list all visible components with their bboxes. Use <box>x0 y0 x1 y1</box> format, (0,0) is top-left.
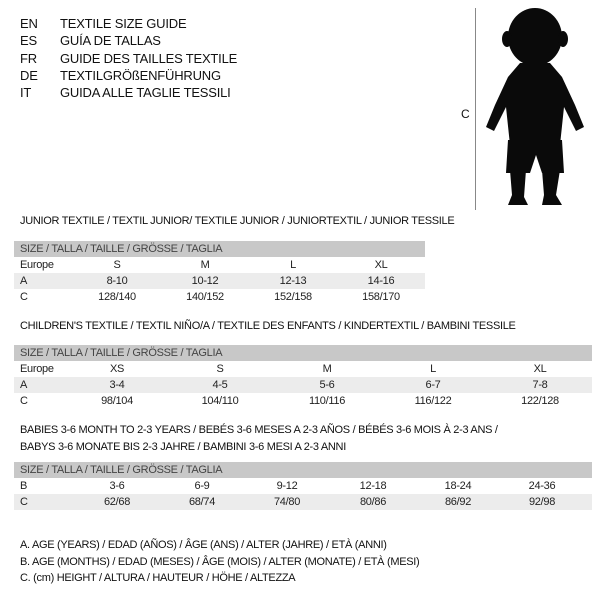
table-cell: 110/116 <box>308 395 346 407</box>
table-cell: 24-36 <box>528 480 556 492</box>
table-cell: XL <box>374 259 388 271</box>
table-row: Europe XS S M L XL <box>14 361 592 377</box>
row-label: Europe <box>20 363 54 375</box>
junior-title: JUNIOR TEXTILE / TEXTIL JUNIOR/ TEXTILE … <box>20 215 455 227</box>
table-cell: S <box>216 363 224 375</box>
babies-size-table: SIZE / TALLA / TAILLE / GRÖSSE / TAGLIA … <box>14 462 592 510</box>
table-cell: 9-12 <box>276 480 298 492</box>
table-cell: 10-12 <box>191 275 219 287</box>
table-cell: 74/80 <box>273 496 301 508</box>
table-cell: 62/68 <box>103 496 131 508</box>
junior-size-table: SIZE / TALLA / TAILLE / GRÖSSE / TAGLIA … <box>14 241 425 305</box>
babies-title-line1: BABIES 3-6 MONTH TO 2-3 YEARS / BEBÉS 3-… <box>20 424 498 436</box>
table-row: C 62/68 68/74 74/80 80/86 86/92 92/98 <box>14 494 592 510</box>
table-cell: 80/86 <box>359 496 387 508</box>
table-cell: 3-6 <box>109 480 125 492</box>
table-cell: 7-8 <box>532 379 548 391</box>
children-title: CHILDREN'S TEXTILE / TEXTIL NIÑO/A / TEX… <box>20 320 516 332</box>
table-cell: 8-10 <box>106 275 128 287</box>
table-cell: M <box>322 363 332 375</box>
row-label: C <box>20 395 28 407</box>
size-header: SIZE / TALLA / TAILLE / GRÖSSE / TAGLIA <box>14 345 592 361</box>
table-cell: 3-4 <box>109 379 125 391</box>
table-cell: 12-13 <box>279 275 307 287</box>
table-row: C 98/104 104/110 110/116 116/122 122/128 <box>14 393 592 409</box>
table-cell: 92/98 <box>528 496 556 508</box>
row-label: Europe <box>20 259 54 271</box>
row-label: A <box>20 379 28 391</box>
table-row: Europe S M L XL <box>14 257 425 273</box>
table-row: A 3-4 4-5 5-6 6-7 7-8 <box>14 377 592 393</box>
legend-age-years: A. AGE (YEARS) / EDAD (AÑOS) / ÂGE (ANS)… <box>20 539 387 551</box>
language-code: DE <box>20 67 38 83</box>
table-cell: 152/158 <box>274 291 312 303</box>
table-row: B 3-6 6-9 9-12 12-18 18-24 24-36 <box>14 478 592 494</box>
table-cell: L <box>430 363 436 375</box>
size-header: SIZE / TALLA / TAILLE / GRÖSSE / TAGLIA <box>14 241 425 257</box>
legend-height: C. (cm) HEIGHT / ALTURA / HAUTEUR / HÖHE… <box>20 572 296 584</box>
table-cell: M <box>200 259 210 271</box>
table-cell: 104/110 <box>201 395 239 407</box>
language-title: TEXTILE SIZE GUIDE <box>60 16 187 31</box>
language-code: IT <box>20 85 32 101</box>
table-row: C 128/140 140/152 152/158 158/170 <box>14 289 425 305</box>
table-cell: L <box>290 259 296 271</box>
language-title: TEXTILGRÖßENFÜHRUNG <box>60 67 221 83</box>
table-cell: 140/152 <box>186 291 224 303</box>
table-cell: 86/92 <box>444 496 472 508</box>
language-title: GUIDA ALLE TAGLIE TESSILI <box>60 85 231 101</box>
table-cell: 14-16 <box>367 275 395 287</box>
language-title: GUÍA DE TALLAS <box>60 33 161 49</box>
table-cell: 158/170 <box>362 291 400 303</box>
language-code: EN <box>20 16 38 31</box>
row-label: C <box>20 291 28 303</box>
legend-age-months: B. AGE (MONTHS) / EDAD (MESES) / ÂGE (MO… <box>20 556 420 568</box>
language-title: GUIDE DES TAILLES TEXTILE <box>60 50 238 66</box>
table-cell: 6-7 <box>425 379 441 391</box>
table-cell: 18-24 <box>444 480 472 492</box>
table-cell: 68/74 <box>188 496 216 508</box>
table-cell: 4-5 <box>212 379 228 391</box>
table-cell: XL <box>533 363 547 375</box>
babies-title-line2: BABYS 3-6 MONATE BIS 2-3 JAHRE / BAMBINI… <box>20 441 346 453</box>
table-cell: 116/122 <box>414 395 452 407</box>
table-cell: 6-9 <box>194 480 210 492</box>
table-cell: 5-6 <box>319 379 335 391</box>
child-silhouette-icon <box>486 8 584 205</box>
table-cell: S <box>113 259 121 271</box>
table-cell: 128/140 <box>98 291 136 303</box>
row-label: A <box>20 275 28 287</box>
language-code: ES <box>20 33 37 49</box>
size-header: SIZE / TALLA / TAILLE / GRÖSSE / TAGLIA <box>14 462 592 478</box>
row-label: B <box>20 480 28 492</box>
height-line <box>475 8 476 210</box>
table-cell: XS <box>109 363 125 375</box>
row-label: C <box>20 496 28 508</box>
children-size-table: SIZE / TALLA / TAILLE / GRÖSSE / TAGLIA … <box>14 345 592 409</box>
table-cell: 12-18 <box>359 480 387 492</box>
language-code: FR <box>20 50 37 66</box>
table-row: A 8-10 10-12 12-13 14-16 <box>14 273 425 289</box>
table-cell: 98/104 <box>101 395 133 407</box>
table-cell: 122/128 <box>521 395 559 407</box>
height-label: C <box>461 107 470 121</box>
